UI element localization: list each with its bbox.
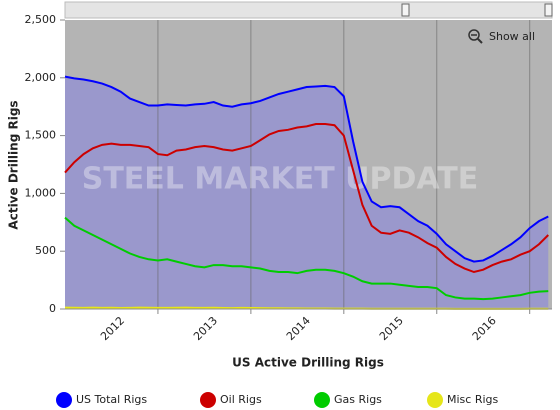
y-tick-label: 2,000: [25, 71, 57, 84]
x-tick-label: 2013: [191, 314, 220, 343]
watermark: STEEL MARKET UPDATE: [82, 162, 479, 197]
y-tick-label: 500: [35, 244, 56, 257]
y-tick-label: 0: [49, 302, 56, 315]
x-axis-title: US Active Drilling Rigs: [232, 356, 384, 370]
reset-button[interactable]: Show all: [468, 29, 535, 44]
legend-label: Misc Rigs: [447, 393, 499, 406]
y-tick-label: 1,500: [25, 129, 57, 142]
area: [65, 76, 549, 309]
zoom-icon: [468, 29, 480, 41]
legend-label: US Total Rigs: [76, 393, 147, 406]
y-tick-label: 2,500: [25, 13, 57, 26]
x-tick-label: 2016: [470, 314, 499, 343]
legend-swatch: [314, 392, 330, 408]
y-axis-title: Active Drilling Rigs: [7, 100, 21, 229]
series-line: [64, 216, 549, 301]
navigator[interactable]: [64, 1, 553, 19]
reset-label[interactable]: Show all: [489, 30, 535, 43]
x-tick-label: 2014: [284, 314, 313, 343]
x-tick-label: 2012: [98, 314, 127, 343]
navigator-handle[interactable]: [401, 3, 410, 17]
legend-label: Oil Rigs: [220, 393, 262, 406]
series-line: [64, 123, 549, 274]
zoom-icon: [477, 38, 483, 44]
navigator-handle[interactable]: [544, 3, 553, 17]
legend-swatch: [427, 392, 443, 408]
legend-label: Gas Rigs: [334, 393, 382, 406]
x-tick-label: 2015: [377, 314, 406, 343]
legend-swatch: [56, 392, 72, 408]
legend-swatch: [200, 392, 216, 408]
plot-area: STEEL MARKET UPDATE: [64, 20, 552, 310]
series-line: [64, 75, 549, 263]
y-tick-label: 1,000: [25, 186, 57, 199]
